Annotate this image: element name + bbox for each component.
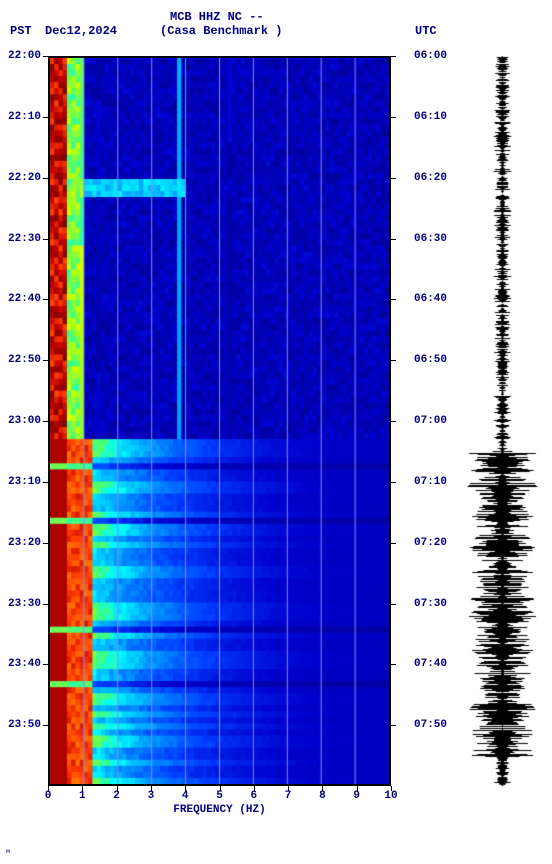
x-tick: 10 (384, 790, 397, 802)
y-left-tick: 22:50 (8, 354, 41, 366)
x-tick: 3 (148, 790, 155, 802)
y-right-tick: 07:10 (414, 476, 447, 488)
x-tick: 7 (285, 790, 292, 802)
x-tick: 2 (113, 790, 120, 802)
y-right-tick: 07:00 (414, 415, 447, 427)
y-left-tickmarks (43, 56, 48, 786)
y-left-tick: 23:50 (8, 719, 41, 731)
x-tick: 4 (182, 790, 189, 802)
x-axis-title: FREQUENCY (HZ) (48, 804, 391, 816)
y-left-tick: 23:10 (8, 476, 41, 488)
x-tick: 0 (45, 790, 52, 802)
y-left-tick: 22:40 (8, 293, 41, 305)
station-title: MCB HHZ NC -- (170, 10, 264, 24)
y-right-tick: 06:30 (414, 233, 447, 245)
y-right-tick: 07:40 (414, 658, 447, 670)
y-right-tick: 06:40 (414, 293, 447, 305)
spectrogram-panel (48, 56, 391, 786)
footer-mark: " (5, 850, 11, 861)
waveform-panel (465, 56, 540, 786)
x-tick: 8 (319, 790, 326, 802)
y-left-tick: 22:20 (8, 172, 41, 184)
y-left-tick: 23:40 (8, 658, 41, 670)
x-tick: 1 (79, 790, 86, 802)
y-right-tick: 07:50 (414, 719, 447, 731)
x-tick: 9 (353, 790, 360, 802)
x-tick: 6 (250, 790, 257, 802)
y-left-tick: 22:00 (8, 50, 41, 62)
y-right-tick: 06:20 (414, 172, 447, 184)
date-label: Dec12,2024 (45, 24, 117, 38)
y-right-tickmarks (391, 56, 396, 786)
y-left-tick: 22:10 (8, 111, 41, 123)
pst-label: PST (10, 24, 32, 38)
x-tick: 5 (216, 790, 223, 802)
y-right-tick: 06:00 (414, 50, 447, 62)
y-left-tick: 23:00 (8, 415, 41, 427)
y-right-tick: 06:50 (414, 354, 447, 366)
y-left-tick: 22:30 (8, 233, 41, 245)
waveform-canvas (465, 56, 540, 786)
location-label: (Casa Benchmark ) (160, 24, 282, 38)
y-left-tick: 23:20 (8, 537, 41, 549)
utc-label: UTC (415, 24, 437, 38)
y-left-tick: 23:30 (8, 598, 41, 610)
y-right-tick: 06:10 (414, 111, 447, 123)
y-right-tick: 07:20 (414, 537, 447, 549)
spectrogram-canvas (50, 58, 389, 784)
y-right-tick: 07:30 (414, 598, 447, 610)
